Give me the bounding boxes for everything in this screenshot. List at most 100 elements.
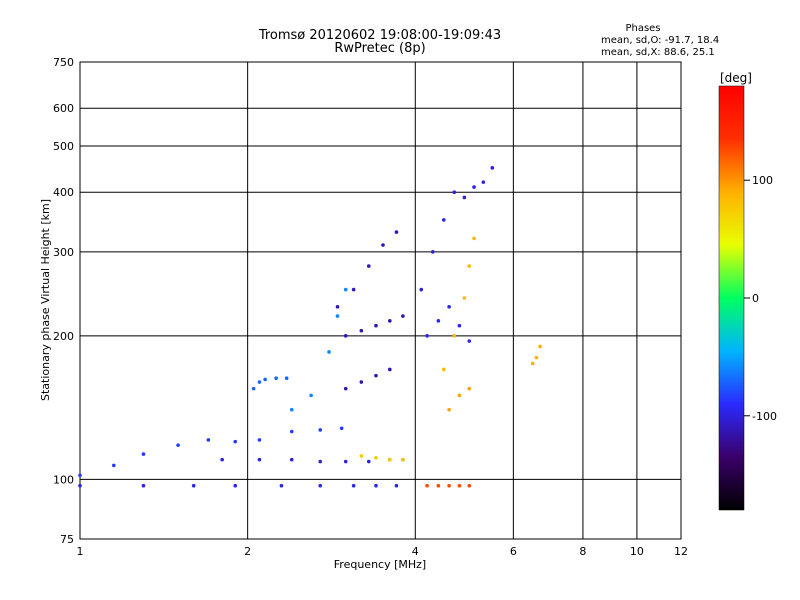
data-point <box>343 287 348 292</box>
data-point <box>530 361 535 366</box>
data-point <box>441 218 446 222</box>
data-point <box>257 380 262 384</box>
data-point <box>452 190 457 195</box>
data-point <box>462 296 467 300</box>
data-point <box>318 483 323 488</box>
data-point <box>436 319 441 323</box>
phases-line-o: mean, sd,O: -91.7, 18.4 <box>601 35 719 46</box>
data-point <box>472 185 476 189</box>
data-point <box>394 483 399 488</box>
y-tick-label: 750 <box>53 56 74 69</box>
data-point <box>359 380 364 384</box>
data-point <box>447 407 451 412</box>
data-point <box>467 386 472 391</box>
data-point <box>436 483 441 488</box>
data-point <box>78 483 82 488</box>
x-axis-ticks: 1 2 4 6 8 10 12 <box>77 545 689 558</box>
plot-area <box>79 61 682 540</box>
x-tick-label: 1 <box>77 545 84 558</box>
y-tick-label: 500 <box>53 140 74 153</box>
data-point <box>335 314 340 318</box>
data-point <box>141 483 146 488</box>
data-point <box>452 334 457 338</box>
colorbar-label: [deg] <box>720 71 752 85</box>
data-point <box>457 483 462 488</box>
y-tick-label: 300 <box>53 246 74 259</box>
data-point <box>401 314 405 318</box>
data-point <box>274 376 278 380</box>
data-point <box>233 483 238 488</box>
data-point <box>481 180 486 184</box>
y-tick-label: 400 <box>53 186 74 199</box>
data-point <box>538 344 542 349</box>
y-tick-label: 100 <box>53 473 74 486</box>
colorbar-tick-label: 100 <box>752 174 773 187</box>
phases-line-x: mean, sd,X: 88.6, 25.1 <box>601 47 715 58</box>
x-tick-label: 10 <box>630 545 644 558</box>
data-point <box>374 483 378 488</box>
data-point <box>233 439 238 444</box>
y-axis-label: Stationary phase Virtual Height [km] <box>39 199 52 401</box>
data-point <box>388 319 392 323</box>
data-point <box>284 376 289 380</box>
data-point <box>351 483 356 488</box>
data-point <box>430 250 435 254</box>
data-point <box>374 373 378 378</box>
data-point <box>381 243 385 247</box>
data-point <box>394 230 399 234</box>
data-point <box>343 386 348 391</box>
data-point <box>462 195 467 200</box>
data-point <box>206 438 211 442</box>
colorbar: [deg] 100 0 -100 <box>718 71 777 511</box>
x-axis-label: Frequency [MHz] <box>334 558 426 571</box>
data-point <box>335 305 340 309</box>
data-point <box>141 452 146 456</box>
data-point <box>327 350 331 354</box>
data-point <box>457 393 462 398</box>
data-point <box>534 355 539 360</box>
y-tick-label: 600 <box>53 102 74 115</box>
x-tick-label: 8 <box>579 545 586 558</box>
data-point <box>78 473 82 478</box>
data-point <box>351 287 356 292</box>
data-point <box>467 483 472 488</box>
phases-title: Phases <box>625 23 660 34</box>
x-tick-label: 2 <box>244 545 251 558</box>
data-point <box>467 339 472 343</box>
data-point <box>457 323 462 328</box>
data-point <box>366 459 371 464</box>
data-point <box>289 407 294 412</box>
y-tick-label: 75 <box>60 533 74 546</box>
data-point <box>447 305 451 309</box>
data-point <box>366 264 371 268</box>
x-tick-label: 12 <box>674 545 688 558</box>
colorbar-gradient <box>718 85 745 511</box>
data-point <box>257 457 262 462</box>
data-point <box>263 377 267 382</box>
data-point <box>318 459 323 464</box>
data-points <box>78 166 542 488</box>
colorbar-tick-label: 0 <box>752 292 759 305</box>
chart-title: Tromsø 20120602 19:08:00-19:09:43 <box>258 28 501 43</box>
data-point <box>374 323 378 328</box>
data-point <box>289 457 294 462</box>
colorbar-ticks: 100 0 -100 <box>744 174 777 423</box>
data-point <box>289 429 294 434</box>
data-point <box>339 426 344 431</box>
data-point <box>220 457 224 462</box>
data-point <box>388 457 392 462</box>
data-point <box>441 367 446 372</box>
data-point <box>359 328 364 333</box>
data-point <box>318 428 323 432</box>
data-point <box>425 334 429 338</box>
data-point <box>176 443 180 447</box>
data-point <box>112 463 116 468</box>
data-point <box>191 483 196 488</box>
chart-subtitle: RwPretec (8p) <box>334 41 425 56</box>
y-axis-ticks: 75 100 200 300 400 500 600 750 <box>53 56 74 546</box>
data-point <box>257 438 262 442</box>
data-point <box>309 393 313 398</box>
x-tick-label: 6 <box>510 545 517 558</box>
grid-lines <box>80 62 681 539</box>
